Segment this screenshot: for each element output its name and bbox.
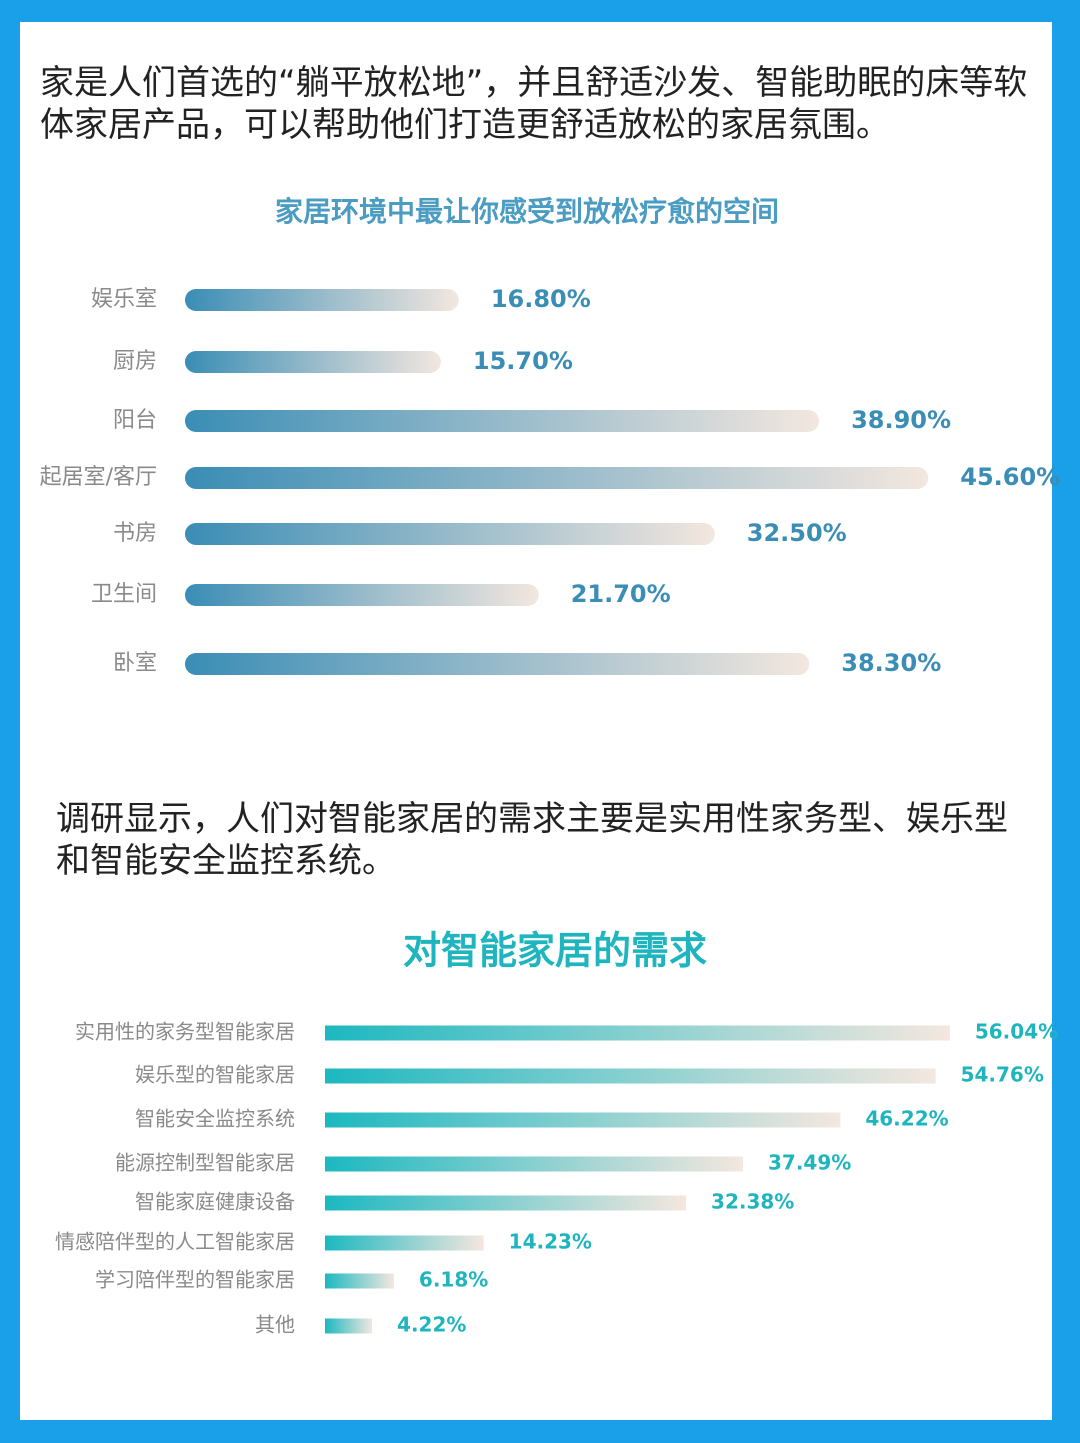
bar xyxy=(185,351,441,373)
category-label: 娱乐室 xyxy=(91,287,157,312)
category-label: 智能家庭健康设备 xyxy=(135,1190,295,1214)
value-label: 14.23% xyxy=(509,1230,592,1254)
value-label: 46.22% xyxy=(865,1107,948,1131)
category-label: 其他 xyxy=(255,1313,295,1337)
category-label: 实用性的家务型智能家居 xyxy=(75,1020,295,1044)
bar xyxy=(325,1235,484,1251)
bar xyxy=(325,1112,841,1128)
category-label: 阳台 xyxy=(113,408,157,433)
bar xyxy=(185,289,459,311)
category-label: 情感陪伴型的人工智能家居 xyxy=(55,1230,295,1254)
value-label: 4.22% xyxy=(397,1313,466,1337)
category-label: 娱乐型的智能家居 xyxy=(135,1063,295,1087)
bar xyxy=(325,1195,687,1211)
bar xyxy=(185,467,929,489)
category-label: 卧室 xyxy=(113,651,157,676)
value-label: 6.18% xyxy=(419,1268,488,1292)
bar xyxy=(325,1068,936,1084)
value-label: 56.04% xyxy=(975,1020,1058,1044)
value-label: 45.60% xyxy=(960,463,1060,491)
bar xyxy=(325,1025,950,1041)
value-label: 38.90% xyxy=(851,406,951,434)
paragraph: 调研显示，人们对智能家居的需求主要是实用性家务型、娱乐型和智能安全监控系统。 xyxy=(56,799,1008,881)
category-label: 学习陪伴型的智能家居 xyxy=(95,1268,295,1292)
category-label: 厨房 xyxy=(113,349,157,374)
value-label: 16.80% xyxy=(491,285,591,313)
paragraph: 家是人们首选的“躺平放松地”，并且舒适沙发、智能助眠的床等软体家居产品，可以帮助… xyxy=(40,63,1028,145)
category-label: 书房 xyxy=(113,521,157,546)
category-label: 智能安全监控系统 xyxy=(135,1107,295,1131)
bar xyxy=(325,1273,394,1289)
value-label: 32.50% xyxy=(747,519,847,547)
value-label: 15.70% xyxy=(473,347,573,375)
chart-title: 对智能家居的需求 xyxy=(403,929,707,973)
value-label: 37.49% xyxy=(768,1151,851,1175)
bar xyxy=(185,584,539,606)
bar xyxy=(185,523,715,545)
value-label: 38.30% xyxy=(841,649,941,677)
value-label: 21.70% xyxy=(571,580,671,608)
category-label: 卫生间 xyxy=(91,582,157,607)
category-label: 能源控制型智能家居 xyxy=(115,1151,295,1175)
bar xyxy=(325,1156,744,1172)
category-label: 起居室/客厅 xyxy=(40,465,157,490)
bar xyxy=(185,653,810,675)
value-label: 32.38% xyxy=(711,1190,794,1214)
bar xyxy=(185,410,820,432)
bar xyxy=(325,1318,373,1334)
value-label: 54.76% xyxy=(961,1063,1044,1087)
chart-title: 家居环境中最让你感受到放松疗愈的空间 xyxy=(275,195,779,228)
card xyxy=(20,22,1052,1420)
